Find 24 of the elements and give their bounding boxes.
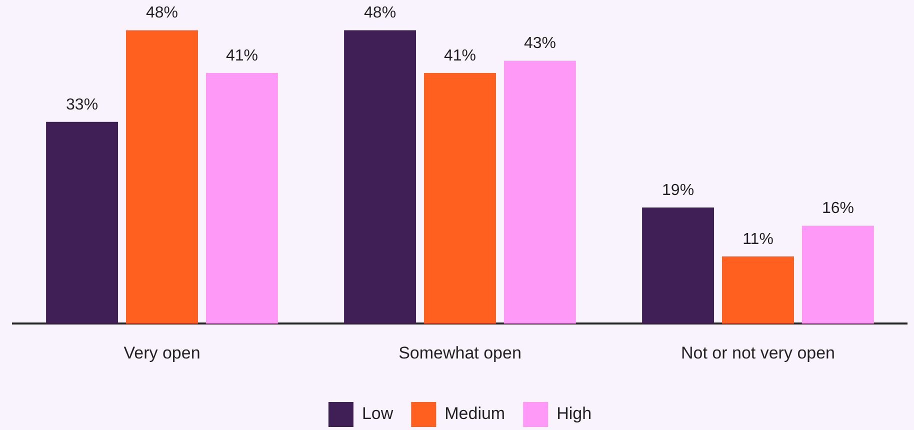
x-tick-label: Very open bbox=[124, 343, 200, 362]
data-label: 43% bbox=[524, 35, 556, 52]
bar bbox=[802, 226, 874, 324]
data-label: 48% bbox=[364, 4, 396, 22]
data-label: 48% bbox=[146, 4, 178, 22]
legend-label: High bbox=[556, 404, 592, 424]
data-label: 19% bbox=[662, 182, 694, 199]
data-label: 16% bbox=[822, 200, 854, 218]
bar bbox=[46, 122, 118, 324]
legend-label: Low bbox=[362, 404, 394, 424]
bar bbox=[424, 73, 496, 324]
x-tick-label: Not or not very open bbox=[680, 343, 836, 362]
bar bbox=[206, 73, 278, 324]
legend-label: Medium bbox=[444, 404, 506, 424]
bar bbox=[126, 30, 198, 324]
bar bbox=[642, 207, 714, 324]
data-label: 33% bbox=[66, 96, 98, 114]
data-label: 41% bbox=[444, 47, 476, 64]
data-label: 41% bbox=[226, 47, 258, 64]
x-tick-label: Somewhat open bbox=[398, 343, 522, 362]
bar bbox=[504, 60, 576, 324]
bar bbox=[722, 256, 794, 324]
data-label: 11% bbox=[742, 230, 774, 248]
bar bbox=[344, 30, 416, 324]
